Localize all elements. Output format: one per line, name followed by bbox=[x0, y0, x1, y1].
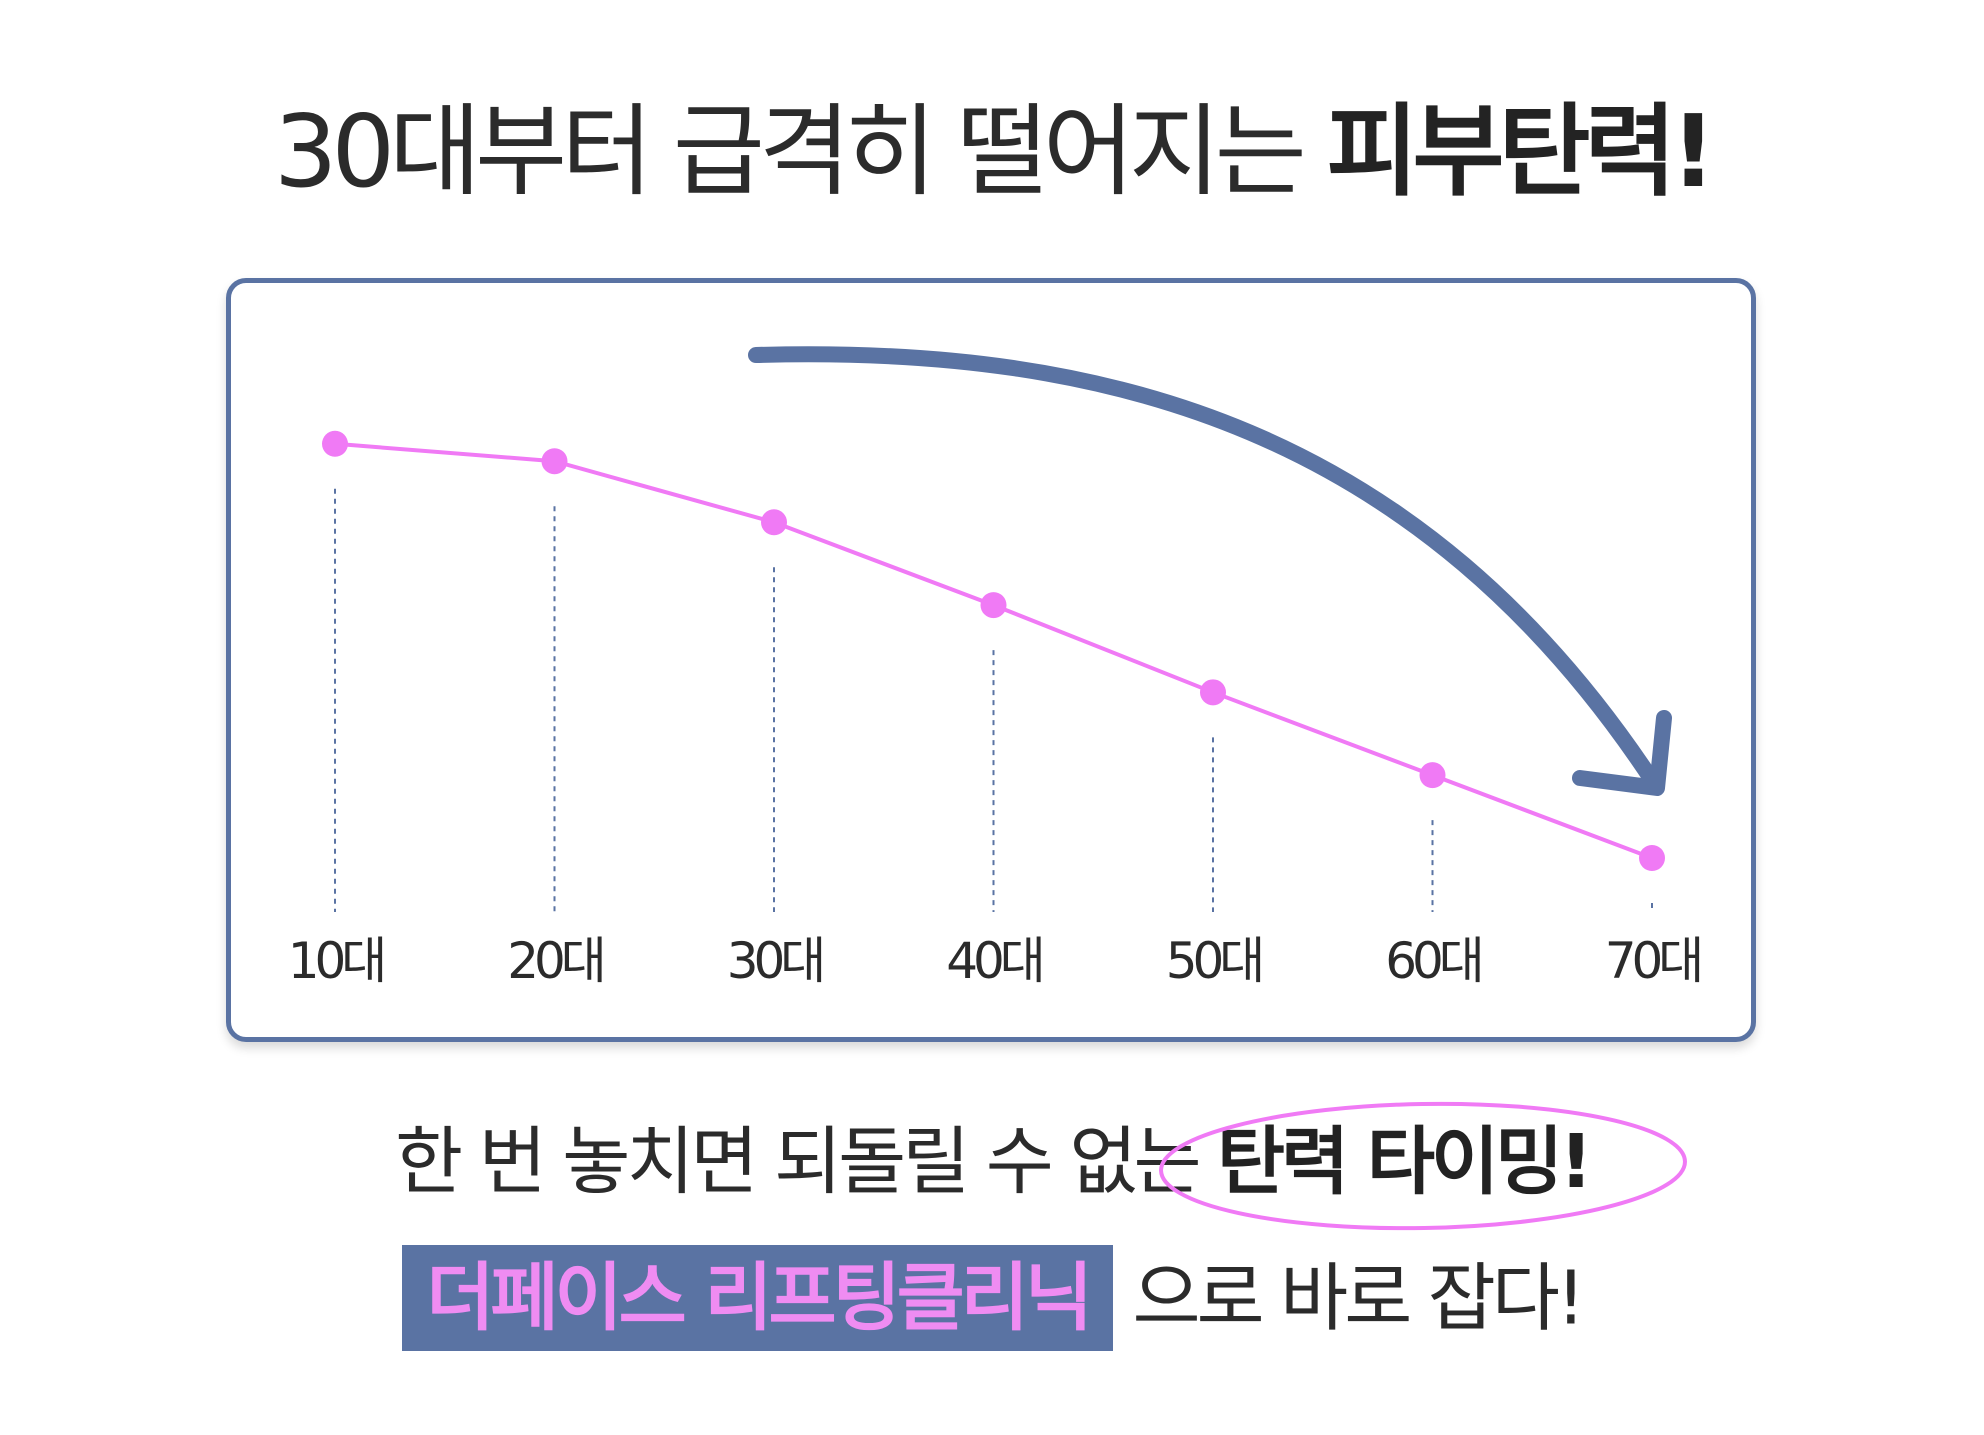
x-tick-label-3: 40대 bbox=[946, 932, 1041, 990]
headline-bold: 피부탄력! bbox=[1326, 93, 1717, 210]
data-point-6 bbox=[1639, 845, 1665, 871]
data-point-4 bbox=[1200, 679, 1226, 706]
chart-frame bbox=[226, 278, 1756, 1042]
data-point-3 bbox=[980, 592, 1007, 619]
decline-arrowhead-icon bbox=[1572, 710, 1672, 796]
headline: 30대부터 급격히 떨어지는 피부탄력! bbox=[0, 92, 1984, 212]
x-tick-label-2: 30대 bbox=[727, 932, 822, 990]
caption-line-2: 더페이스 리프팅클리닉 으로 바로 잡다! bbox=[0, 1244, 1984, 1352]
data-point-5 bbox=[1419, 762, 1446, 789]
caption-line2-rest: 으로 바로 잡다! bbox=[1112, 1255, 1585, 1342]
x-tick-label-4: 50대 bbox=[1166, 932, 1261, 990]
caption-line-1: 한 번 놓치면 되돌릴 수 없는 탄력 타이밍! bbox=[0, 1112, 1984, 1212]
data-point-2 bbox=[761, 509, 787, 536]
caption-line1-bold: 탄력 타이밍! bbox=[1217, 1119, 1593, 1205]
x-tick-label-6: 70대 bbox=[1605, 932, 1700, 990]
data-point-1 bbox=[541, 448, 568, 475]
x-tick-label-5: 60대 bbox=[1385, 932, 1480, 990]
clinic-name-badge: 더페이스 리프팅클리닉 bbox=[402, 1245, 1113, 1352]
x-tick-label-0: 10대 bbox=[288, 932, 383, 990]
data-point-0 bbox=[322, 430, 348, 457]
caption-line1-normal: 한 번 놓치면 되돌릴 수 없는 bbox=[395, 1119, 1218, 1205]
x-tick-label-1: 20대 bbox=[507, 932, 602, 990]
headline-normal: 30대부터 급격히 떨어지는 bbox=[273, 93, 1327, 210]
decline-arrow-icon bbox=[748, 346, 1660, 788]
